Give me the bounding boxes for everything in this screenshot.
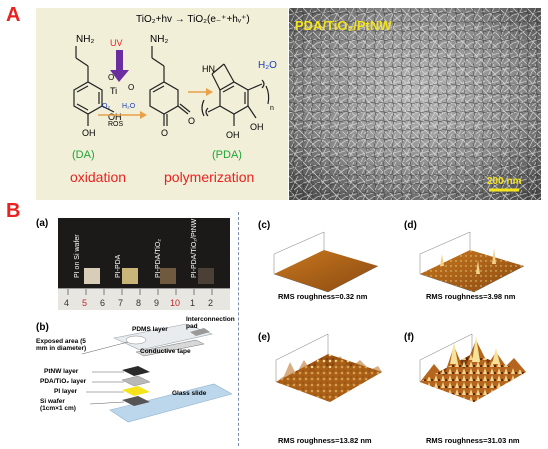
scale-bar-label: 200 nm [487,176,522,187]
reaction-equation: TiO₂+hv → TiO₂(e₋⁺+hᵥ⁺) [136,14,250,25]
si-wafer [122,396,150,406]
hn-label: HN [202,64,215,74]
polymerization-label: polymerization [164,169,254,185]
nh2-label-1: NH₂ [76,34,94,45]
panel-b-letter: B [6,200,21,222]
nh2-label-2: NH₂ [150,34,168,45]
oxidation-label: oxidation [70,169,126,185]
ruler-4: 4 [64,298,69,308]
afm-e [275,333,382,402]
ros-label: ROS [108,121,124,128]
svg-text:O: O [161,128,168,138]
rms-c: RMS roughness=0.32 nm [278,292,368,301]
rms-d: RMS roughness=3.98 nm [426,292,516,301]
exposed-area-label: Exposed area (5 mm in diameter) [36,338,87,352]
sem-title: PDA/TiO₂/PtNW [295,18,392,33]
interconnection-label: Interconnection pad [186,316,235,330]
panel-a-letter: A [6,4,21,26]
o2-label: O₂ [102,103,110,110]
h2o-label: H₂O [258,60,277,71]
pi-label: PI layer [54,388,78,395]
conductive-tape [135,339,205,357]
afm-figures [273,231,526,402]
oh-label-4: OH [250,122,264,132]
exposed-area [125,335,147,345]
afm-c [273,231,379,293]
sem-image: PDA/TiO₂/PtNW 200 nm [289,8,541,200]
conductive-tape-label: Conductive tape [140,348,191,355]
glass-slide [109,383,232,423]
da-label: (DA) [72,149,95,161]
pda-tio2-layer [121,375,151,387]
pda-label: (PDA) [212,149,242,161]
pda-tio2-label: PDA/TiO₂ layer [40,378,87,385]
sample-chip-3 [160,268,176,284]
sample-label-4: PI-PDA/TiO₂/PtNW [191,218,198,278]
sub-label-d: (d) [404,220,417,231]
ruler-2: 2 [208,298,213,308]
si-label: Si wafer (1cm×1 cm) [40,398,76,412]
rms-f: RMS roughness=31.03 nm [426,436,520,445]
pda-structure [201,63,270,126]
uv-arrow-shaft [116,50,123,72]
afm-d [419,231,525,293]
svg-text:O: O [188,116,195,126]
sub-label-e: (e) [258,332,271,343]
ruler-8: 8 [136,298,141,308]
interconnection-pad [190,328,210,336]
dopamine-structure [73,46,115,126]
ruler-6: 6 [100,298,105,308]
oh-label-2: OH [82,128,96,138]
sample-chip-2 [122,268,138,284]
oh-label-3: OH [226,130,240,140]
sub-label-f: (f) [404,332,414,343]
ptnw-layer [122,366,150,376]
ruler-5: 5 [82,298,87,308]
ti-label: Ti [110,86,117,96]
sample-photo: PI on Si wafer PI-PDA PI-PDA/TiO₂ PI-PDA… [58,218,230,310]
sample-chip-4 [198,268,214,284]
svg-text:O: O [128,83,134,92]
ruler-1: 1 [190,298,195,308]
h2o-small-label: H₂O [122,103,136,110]
quinone-structure [149,46,191,126]
sub-label-c: (c) [258,220,271,231]
sub-label-a: (a) [36,218,49,229]
ruler-10: 10 [170,298,180,308]
divider [238,212,239,446]
sample-label-1: PI on Si wafer [74,234,81,278]
pdms-label: PDMS layer [132,326,168,333]
sub-label-b: (b) [36,322,49,333]
ruler-9: 9 [154,298,159,308]
ruler: 4 5 6 7 8 9 10 1 2 [58,288,230,310]
n-subscript: n [270,105,274,112]
svg-text:O: O [108,73,114,82]
chemistry-scheme: TiO₂+hv → TiO₂(e₋⁺+hᵥ⁺) NH₂ OH OH (DA) U… [36,8,288,200]
rms-e: RMS roughness=13.82 nm [278,436,372,445]
glass-label: Glass slide [172,390,207,397]
uv-label: UV [110,38,123,48]
pi-layer [122,386,150,396]
uv-arrow-head [110,70,129,82]
sample-label-2: PI-PDA [115,254,122,278]
ruler-7: 7 [118,298,123,308]
sample-chip-1 [84,268,100,284]
oh-label-1: OH [108,112,122,122]
device-schematic: PDMS layer Interconnection pad Exposed a… [36,316,235,446]
afm-f [419,333,526,402]
ptnw-label: PtNW layer [44,368,79,375]
